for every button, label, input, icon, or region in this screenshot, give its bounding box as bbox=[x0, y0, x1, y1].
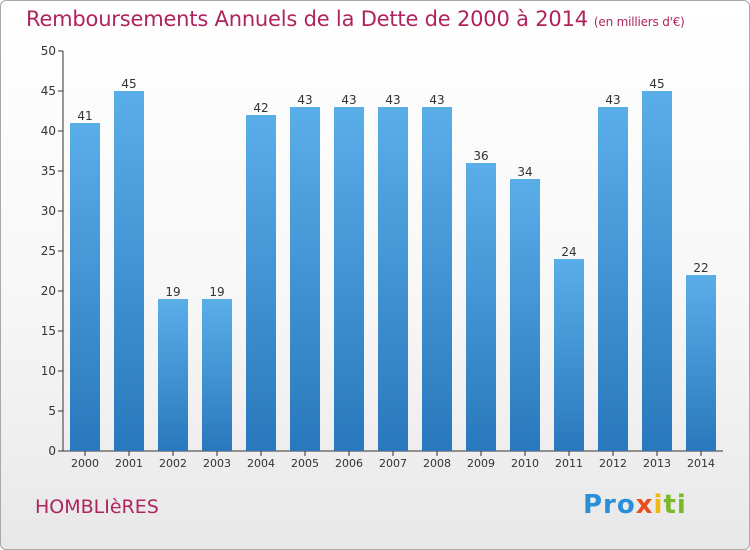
x-tick-label: 2014 bbox=[687, 457, 715, 470]
bar-value-label: 42 bbox=[253, 101, 268, 115]
x-tick-label: 2002 bbox=[159, 457, 187, 470]
y-tick-label: 45 bbox=[41, 84, 56, 98]
y-tick-label: 40 bbox=[41, 124, 56, 138]
bar-value-label: 34 bbox=[517, 165, 532, 179]
chart-subtitle: (en milliers d'€) bbox=[593, 15, 685, 29]
bar-value-label: 43 bbox=[385, 93, 400, 107]
x-tick-label: 2005 bbox=[291, 457, 319, 470]
bar bbox=[466, 163, 496, 451]
x-tick-label: 2006 bbox=[335, 457, 363, 470]
bar bbox=[246, 115, 276, 451]
x-tick-label: 2008 bbox=[423, 457, 451, 470]
x-tick-label: 2003 bbox=[203, 457, 231, 470]
logo-part-4: ti bbox=[663, 490, 687, 520]
x-tick-label: 2012 bbox=[599, 457, 627, 470]
bar bbox=[158, 299, 188, 451]
bar-value-label: 43 bbox=[341, 93, 356, 107]
chart-title: Remboursements Annuels de la Dette de 20… bbox=[26, 7, 685, 31]
logo-part-3: i bbox=[653, 490, 664, 520]
bar-value-label: 45 bbox=[121, 77, 136, 91]
bar bbox=[422, 107, 452, 451]
y-tick-label: 5 bbox=[48, 404, 56, 418]
y-tick-label: 10 bbox=[41, 364, 56, 378]
x-tick-label: 2004 bbox=[247, 457, 275, 470]
proxiti-logo: Proxiti bbox=[583, 490, 687, 520]
y-tick-label: 25 bbox=[41, 244, 56, 258]
town-name: HOMBLIèRES bbox=[35, 496, 159, 518]
bar bbox=[70, 123, 100, 451]
x-tick-label: 2009 bbox=[467, 457, 495, 470]
y-tick-label: 15 bbox=[41, 324, 56, 338]
bar-value-label: 43 bbox=[429, 93, 444, 107]
y-tick-label: 0 bbox=[48, 444, 56, 458]
bar-value-label: 41 bbox=[77, 109, 92, 123]
bar-value-label: 45 bbox=[649, 77, 664, 91]
bar bbox=[598, 107, 628, 451]
bar-value-label: 36 bbox=[473, 149, 488, 163]
bar bbox=[290, 107, 320, 451]
logo-part-1: Pro bbox=[583, 490, 636, 520]
x-tick-label: 2011 bbox=[555, 457, 583, 470]
bar-value-label: 43 bbox=[297, 93, 312, 107]
x-tick-label: 2010 bbox=[511, 457, 539, 470]
y-tick-label: 35 bbox=[41, 164, 56, 178]
bar bbox=[686, 275, 716, 451]
y-tick-label: 30 bbox=[41, 204, 56, 218]
bar bbox=[510, 179, 540, 451]
bar bbox=[334, 107, 364, 451]
logo-part-2: x bbox=[635, 490, 654, 520]
chart-title-text: Remboursements Annuels de la Dette de 20… bbox=[26, 7, 588, 31]
x-tick-label: 2013 bbox=[643, 457, 671, 470]
bar bbox=[554, 259, 584, 451]
bar-value-label: 19 bbox=[165, 285, 180, 299]
bar-value-label: 24 bbox=[561, 245, 576, 259]
bar bbox=[202, 299, 232, 451]
bar bbox=[378, 107, 408, 451]
x-tick-label: 2001 bbox=[115, 457, 143, 470]
y-tick-label: 20 bbox=[41, 284, 56, 298]
bar-chart: 0 5 10 15 20 25 30 35 40 45 50 2000 41 2001 45 2002 19 20… bbox=[41, 44, 723, 470]
bar-value-label: 22 bbox=[693, 261, 708, 275]
y-tick-label: 50 bbox=[41, 44, 56, 58]
x-tick-label: 2007 bbox=[379, 457, 407, 470]
bar bbox=[642, 91, 672, 451]
bar bbox=[114, 91, 144, 451]
bar-value-label: 43 bbox=[605, 93, 620, 107]
x-tick-label: 2000 bbox=[71, 457, 99, 470]
bar-value-label: 19 bbox=[209, 285, 224, 299]
